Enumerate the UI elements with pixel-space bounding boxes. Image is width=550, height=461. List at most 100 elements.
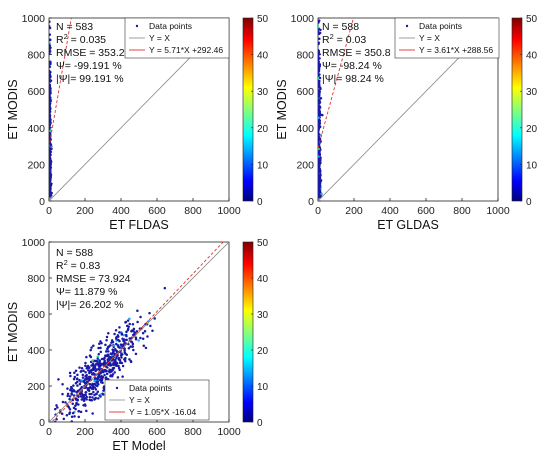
- stat-n: N = 588: [322, 21, 359, 33]
- y-axis-label: ET MODIS: [275, 79, 289, 139]
- x-tick-label: 200: [76, 205, 94, 217]
- data-point: [89, 385, 92, 389]
- data-point: [75, 390, 78, 394]
- data-point: [318, 113, 320, 117]
- data-point: [318, 172, 320, 175]
- stat-rmse: RMSE = 73.924: [56, 273, 131, 285]
- data-point: [99, 350, 103, 354]
- legend: Data points Y = X Y = 3.61*X +288.56: [394, 17, 500, 59]
- data-point: [90, 392, 93, 396]
- y-tick-label: 600: [27, 309, 45, 321]
- colorbar-tick-label: 50: [526, 14, 538, 25]
- y-tick-label: 1000: [22, 237, 46, 249]
- stat-rmse: RMSE = 350.8: [322, 47, 391, 59]
- data-point: [148, 311, 151, 315]
- data-point: [118, 368, 121, 372]
- data-point: [88, 392, 91, 396]
- data-point: [318, 195, 321, 199]
- data-point: [96, 357, 99, 360]
- data-point: [76, 380, 79, 384]
- stat-r2: R2 = 0.035: [56, 32, 106, 47]
- data-point: [115, 342, 118, 346]
- data-point: [131, 323, 135, 326]
- data-point: [93, 373, 96, 376]
- data-point: [132, 327, 136, 331]
- data-point: [318, 176, 320, 179]
- data-point: [318, 79, 321, 83]
- data-point: [318, 116, 320, 120]
- data-point: [49, 173, 52, 176]
- data-point: [49, 52, 51, 56]
- data-point: [141, 331, 145, 335]
- data-point: [95, 384, 99, 388]
- data-point: [96, 368, 99, 371]
- data-point: [318, 51, 321, 54]
- data-point: [83, 378, 87, 381]
- data-point: [318, 108, 321, 112]
- data-point: [120, 333, 124, 336]
- legend-marker-points: [135, 24, 139, 28]
- legend-marker-points: [115, 386, 119, 390]
- data-point: [318, 68, 321, 71]
- colorbar-tick-label: 30: [257, 87, 269, 98]
- data-points: [49, 20, 53, 199]
- data-point: [68, 408, 72, 411]
- data-point: [318, 92, 321, 96]
- x-tick-label: 600: [148, 426, 166, 438]
- data-points: [318, 19, 324, 199]
- data-point: [318, 122, 321, 125]
- data-point: [92, 390, 95, 394]
- stat-r2: R2 = 0.03: [322, 32, 366, 47]
- x-tick-label: 400: [381, 205, 399, 217]
- data-point: [99, 346, 102, 350]
- data-point: [111, 340, 115, 344]
- data-point: [76, 373, 79, 377]
- data-point: [117, 364, 120, 368]
- data-point: [85, 398, 88, 401]
- data-point: [66, 394, 69, 398]
- data-point: [112, 358, 115, 361]
- x-axis-label: ET FLDAS: [109, 218, 169, 232]
- data-points: [53, 286, 167, 422]
- data-point: [88, 371, 91, 375]
- data-point: [70, 392, 73, 395]
- stat-n: N = 583: [56, 21, 93, 33]
- data-point: [146, 335, 149, 338]
- data-point: [49, 125, 51, 129]
- data-point: [118, 331, 121, 334]
- data-point: [120, 352, 123, 355]
- data-point: [68, 411, 72, 414]
- data-point: [117, 335, 120, 338]
- data-point: [108, 370, 112, 374]
- data-point: [108, 355, 111, 359]
- legend-label-fit: Y = 5.71*X +292.46: [149, 45, 223, 55]
- stat-abs-psi: |Ψ|= 98.24 %: [322, 73, 384, 85]
- data-point: [49, 181, 51, 185]
- data-point: [101, 381, 104, 384]
- data-point: [318, 60, 320, 64]
- y-tick-label: 400: [296, 123, 314, 135]
- data-point: [90, 373, 94, 376]
- legend-label-identity: Y = X: [149, 33, 170, 43]
- data-point: [49, 123, 51, 127]
- data-point: [115, 356, 118, 360]
- data-point: [121, 375, 124, 378]
- colorbar: [242, 241, 254, 423]
- legend-label-identity: Y = X: [129, 395, 150, 405]
- data-point: [318, 32, 321, 36]
- y-tick-label: 600: [296, 86, 314, 98]
- data-point: [94, 364, 97, 367]
- data-point: [68, 395, 72, 398]
- data-point: [126, 328, 130, 332]
- data-point: [318, 111, 320, 114]
- data-point: [107, 331, 110, 335]
- legend-label-points: Data points: [149, 21, 192, 31]
- x-tick-label: 200: [76, 426, 94, 438]
- data-point: [123, 338, 126, 341]
- data-point: [97, 346, 100, 350]
- data-point: [321, 113, 324, 117]
- data-point: [49, 20, 51, 23]
- legend-label-fit: Y = 1.05*X -16.04: [129, 407, 196, 417]
- data-point: [64, 401, 67, 404]
- data-point: [74, 369, 78, 373]
